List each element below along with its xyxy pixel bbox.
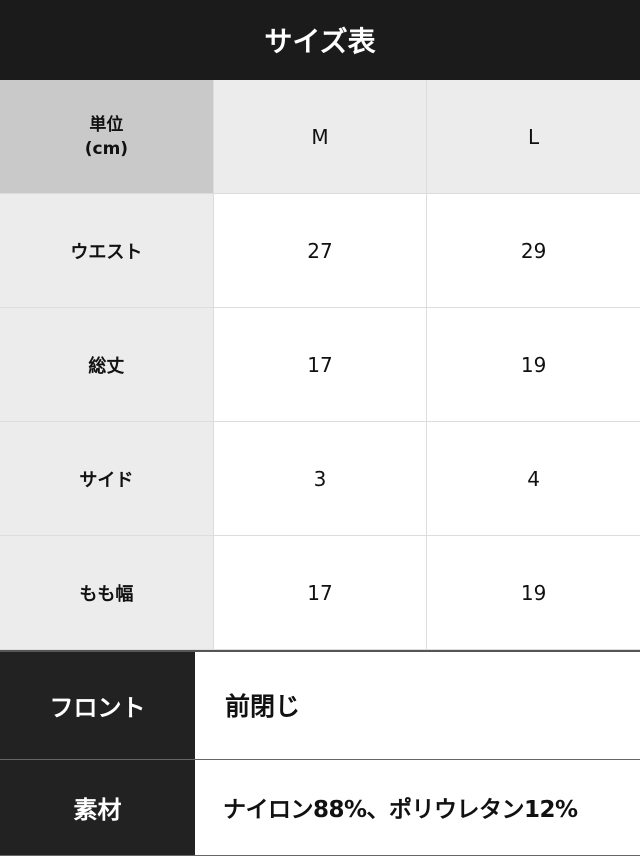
cell-m: 3 [212,421,428,536]
info-row-material: 素材 ナイロン88%、ポリウレタン12% [0,759,640,856]
info-label: 素材 [0,759,195,856]
row-label: サイド [0,421,214,536]
info-value: ナイロン88%、ポリウレタン12% [195,759,640,856]
cell-m: 17 [212,307,428,422]
column-header-m: M [212,80,428,194]
unit-value: (cm) [84,138,129,159]
cell-m: 27 [212,193,428,308]
info-value: 前閉じ [195,651,640,760]
info-table: フロント 前閉じ 素材 ナイロン88%、ポリウレタン12% [0,650,640,856]
column-header-l: L [426,80,640,194]
cell-l: 19 [426,307,640,422]
table-row: ウエスト 27 29 [0,193,640,308]
row-label: ウエスト [0,193,214,308]
cell-m: 17 [212,535,428,650]
table-header-row: 単位 (cm) M L [0,80,640,194]
page-title: サイズ表 [0,0,640,80]
size-table: 単位 (cm) M L ウエスト 27 29 総丈 17 19 サイド 3 4 もも幅 17 19 [0,80,640,650]
unit-label: 単位 [89,114,124,135]
info-row-front: フロント 前閉じ [0,651,640,760]
cell-l: 4 [426,421,640,536]
cell-l: 19 [426,535,640,650]
row-label: もも幅 [0,535,214,650]
table-row: もも幅 17 19 [0,535,640,650]
cell-l: 29 [426,193,640,308]
table-row: 総丈 17 19 [0,307,640,422]
table-row: サイド 3 4 [0,421,640,536]
row-label: 総丈 [0,307,214,422]
info-label: フロント [0,651,195,760]
unit-cell: 単位 (cm) [0,80,214,194]
